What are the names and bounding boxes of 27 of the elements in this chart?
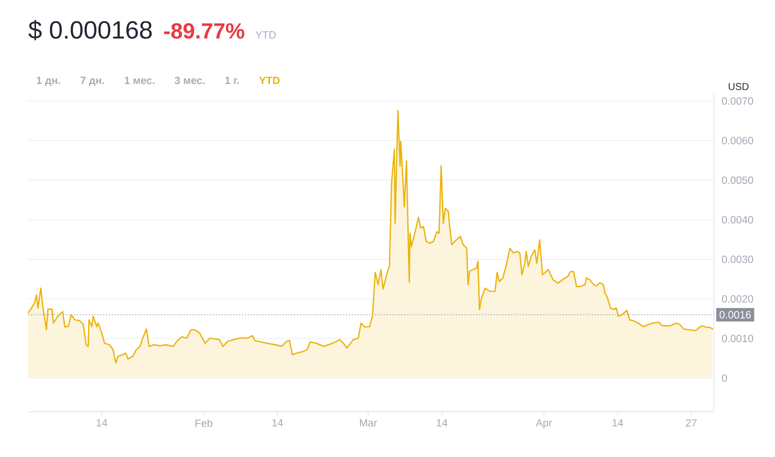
y-tick-label: 0 <box>722 374 727 382</box>
x-tick-label: Apr <box>536 419 552 429</box>
y-tick-label: 0.0050 <box>722 176 754 184</box>
x-tick-label: Mar <box>360 419 378 427</box>
ref-line-label: 0.0016 <box>720 311 751 318</box>
y-tick-label: 0.0030 <box>722 256 754 264</box>
y-tick-label: 0.0020 <box>722 295 754 303</box>
y-axis-title: USD <box>728 83 749 90</box>
text: YTD <box>256 31 276 38</box>
text: 1 мес. <box>124 76 154 84</box>
x-tick-label: 14 <box>436 419 448 426</box>
text: 7 дн. <box>80 76 104 86</box>
x-tick-label: 14 <box>612 419 624 426</box>
y-tick-label: 0.0040 <box>722 216 754 224</box>
text: YTD <box>259 76 280 84</box>
chart-title: $ 0.000168 <box>28 20 152 40</box>
y-tick-label: 0.0070 <box>722 97 754 105</box>
y-tick-label: 0.0010 <box>722 334 754 342</box>
x-tick-label: Feb <box>196 419 212 427</box>
x-tick-label: 14 <box>272 419 283 426</box>
x-tick-label: 14 <box>96 419 108 426</box>
y-tick-label: 0.0060 <box>722 136 754 144</box>
text: -89.77% <box>164 23 244 39</box>
text: 3 мес. <box>174 76 205 84</box>
text: 1 дн. <box>36 76 60 86</box>
x-tick-label: 27 <box>686 419 697 427</box>
text: 1 г. <box>225 76 239 84</box>
